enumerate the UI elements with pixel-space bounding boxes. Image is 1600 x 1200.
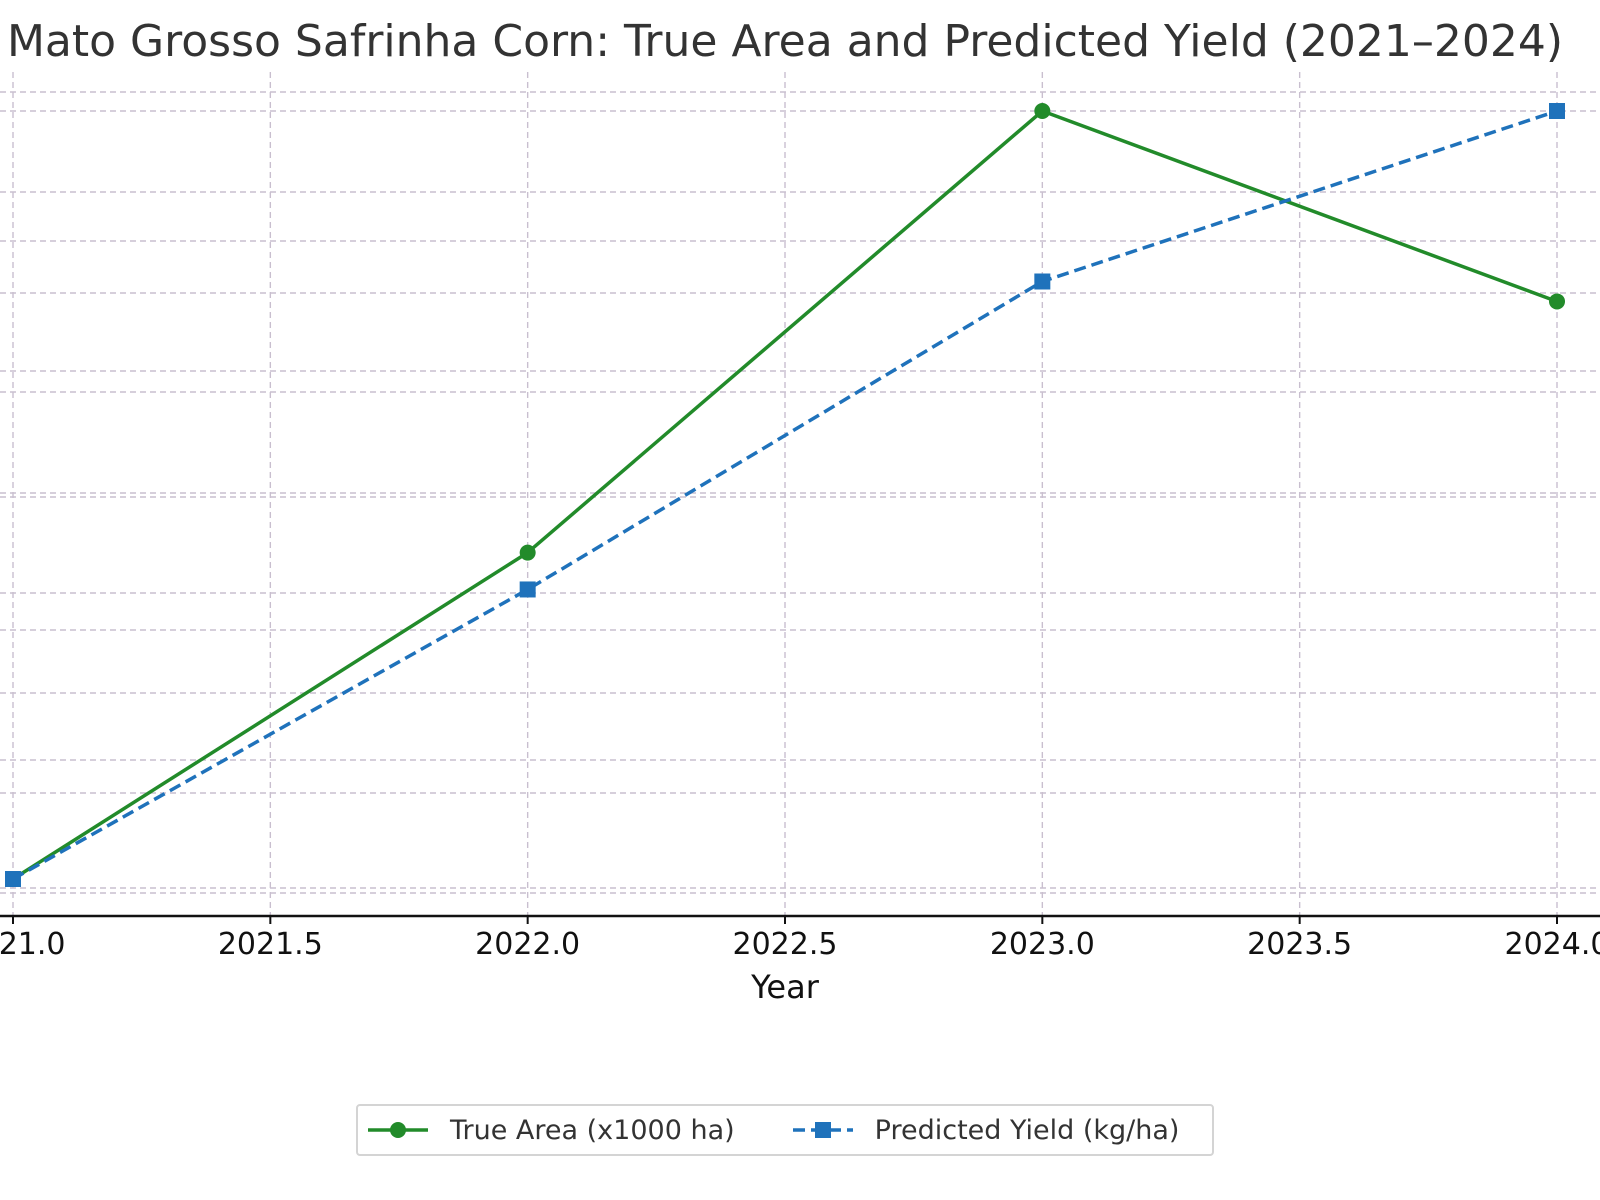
data-point-predicted-yield <box>5 871 21 887</box>
data-point-true-area <box>1549 293 1565 310</box>
legend-item-true-area: True Area (x1000 ha) <box>366 1106 735 1154</box>
x-axis: 2021.0 2021.5 2022.0 2022.5 2023.0 2023.5 2024… <box>0 914 1600 962</box>
legend-swatch-true-area <box>368 1122 428 1138</box>
data-point-predicted-yield <box>1549 103 1565 119</box>
grid-lines <box>0 72 1600 916</box>
legend-label-predicted-yield: Predicted Yield (kg/ha) <box>874 1114 1180 1146</box>
x-tick-label: 2021.5 <box>218 927 323 962</box>
legend: True Area (x1000 ha) Predicted Yield (kg… <box>356 1104 1214 1156</box>
series-line-predicted-yield <box>12 109 1558 881</box>
x-axis-label: Year <box>750 968 820 1006</box>
legend-item-predicted-yield: Predicted Yield (kg/ha) <box>791 1106 1180 1154</box>
data-point-predicted-yield <box>519 581 536 598</box>
series-layer <box>5 103 1565 887</box>
x-tick-label: 2024.0 <box>1505 927 1600 962</box>
data-point-true-area <box>519 544 536 561</box>
legend-swatch-predicted-yield <box>792 1122 853 1138</box>
x-tick-label: 2023.5 <box>1247 927 1352 962</box>
x-tick-label: 2022.0 <box>475 927 580 962</box>
x-tick-label: 2023.0 <box>990 927 1095 962</box>
chart-title: Mato Grosso Safrinha Corn: True Area and… <box>7 16 1563 67</box>
x-tick-label: 2021.0 <box>0 927 65 962</box>
data-point-predicted-yield <box>1034 273 1051 290</box>
x-tick-label: 2022.5 <box>733 927 838 962</box>
legend-label-true-area: True Area (x1000 ha) <box>450 1114 735 1146</box>
data-point-true-area <box>1034 103 1051 119</box>
series-line-true-area <box>12 109 1558 881</box>
